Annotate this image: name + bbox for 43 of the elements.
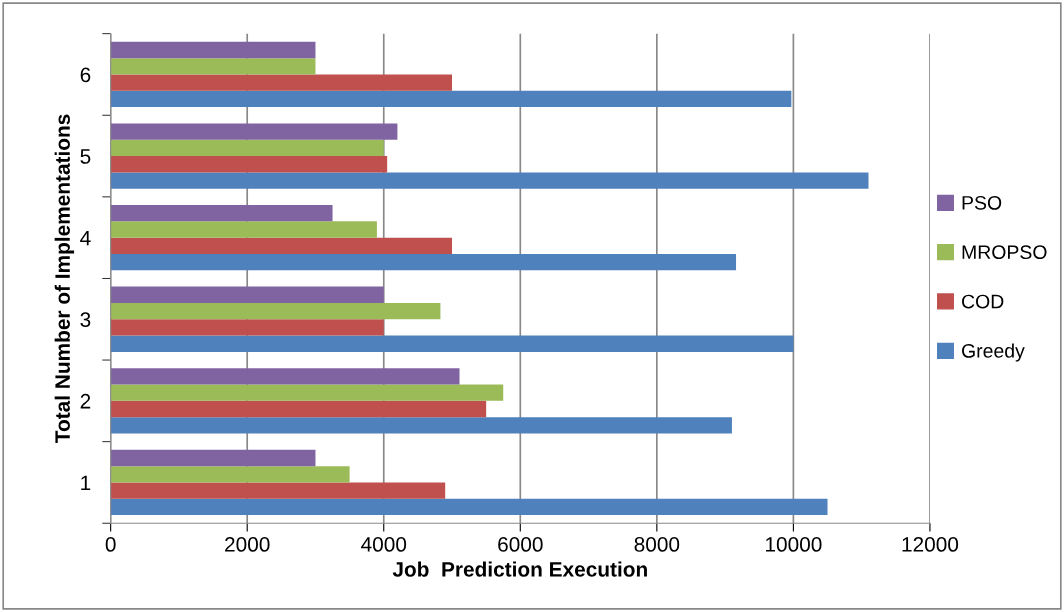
bar	[110, 90, 792, 108]
bar	[110, 466, 350, 483]
x-axis-title: Job Prediction Execution	[392, 561, 647, 577]
legend-label: Greedy	[962, 343, 1025, 362]
bar	[110, 41, 316, 59]
bar	[110, 74, 453, 91]
x-tick-label: 4000	[361, 537, 407, 552]
x-tick-label: 2000	[225, 537, 270, 552]
legend-label: PSO	[962, 195, 1002, 210]
x-tick-label: 10000	[766, 537, 822, 552]
bar	[110, 58, 316, 75]
x-tick-label: 12000	[902, 537, 959, 552]
legend-label: COD	[962, 294, 1004, 309]
bar	[110, 172, 869, 189]
bar	[110, 384, 504, 401]
y-axis-title: Total Number of Implementations	[54, 114, 75, 443]
x-tick-label: 0	[105, 537, 116, 552]
bar	[110, 482, 446, 499]
bar	[110, 302, 441, 320]
bar	[110, 156, 388, 173]
y-tick-label: 3	[80, 312, 91, 328]
y-tick-label: 4	[80, 230, 91, 246]
bar	[110, 286, 384, 303]
y-tick-label: 5	[80, 149, 91, 164]
bar	[110, 400, 487, 418]
bar	[110, 205, 333, 222]
x-tick-label: 8000	[634, 537, 680, 552]
y-tick-label: 1	[81, 475, 91, 491]
bar	[110, 221, 377, 238]
bar	[110, 417, 732, 434]
y-tick-label: 6	[80, 67, 91, 83]
y-tick-label: 2	[80, 393, 91, 409]
bar	[110, 139, 384, 157]
legend-label: MROPSO	[962, 245, 1047, 260]
bar	[110, 237, 453, 254]
bar	[110, 498, 828, 516]
bar	[110, 449, 316, 467]
bar	[110, 253, 737, 271]
x-tick-label: 6000	[498, 537, 543, 552]
bar	[110, 368, 460, 385]
bar	[110, 335, 794, 352]
bar	[110, 319, 384, 336]
bar	[110, 123, 398, 140]
